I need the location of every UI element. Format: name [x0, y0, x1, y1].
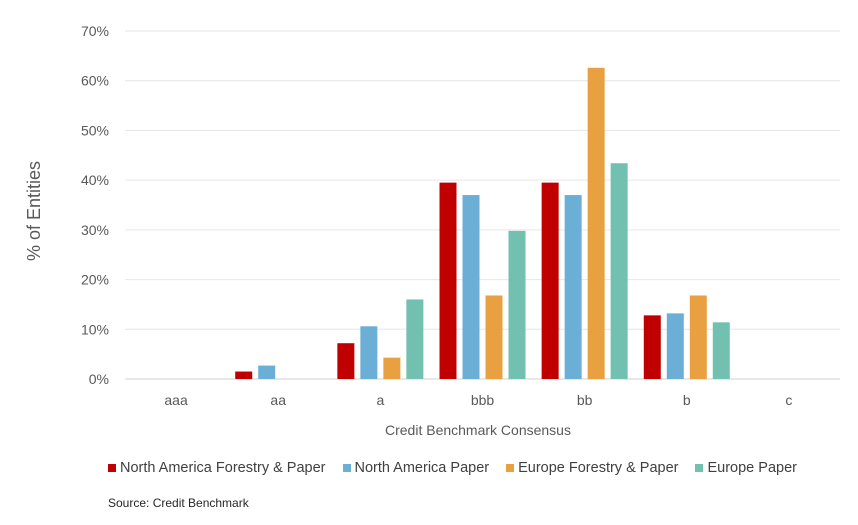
bar: [508, 230, 526, 379]
legend-label: Europe Forestry & Paper: [518, 460, 679, 476]
bar: [712, 322, 730, 379]
gridlines: [125, 30, 840, 380]
x-tick-label: aa: [270, 392, 286, 408]
legend-item: Europe Paper: [695, 460, 797, 476]
bar: [643, 315, 661, 379]
legend-swatch: [342, 464, 351, 472]
legend-label: North America Paper: [354, 460, 490, 476]
y-tick-label: 40%: [81, 172, 109, 188]
y-tick-label: 0%: [89, 371, 109, 387]
bar: [485, 295, 503, 379]
legend-swatch: [695, 464, 704, 472]
y-tick-label: 60%: [81, 73, 109, 89]
bar: [258, 365, 276, 379]
y-tick-label: 30%: [81, 222, 109, 238]
x-tick-label: bb: [577, 392, 593, 408]
legend-label: North America Forestry & Paper: [120, 460, 326, 476]
bar: [439, 182, 457, 379]
legend-item: Europe Forestry & Paper: [506, 460, 678, 476]
bar: [360, 326, 378, 379]
legend-item: North America Forestry & Paper: [108, 460, 326, 476]
x-axis-label: Credit Benchmark Consensus: [385, 422, 571, 438]
bar: [689, 295, 707, 379]
y-tick-label: 50%: [81, 122, 109, 138]
bar: [462, 195, 480, 379]
legend-label: Europe Paper: [707, 460, 797, 476]
bar: [541, 182, 559, 379]
bar: [587, 67, 605, 379]
bars: [235, 67, 730, 379]
x-tick-label: c: [785, 392, 792, 408]
bar: [337, 343, 355, 379]
bar: [666, 313, 684, 379]
legend-swatch: [506, 464, 515, 472]
x-tick-label: bbb: [471, 392, 495, 408]
source-note: Source: Credit Benchmark: [108, 496, 249, 510]
y-tick-label: 10%: [81, 321, 109, 337]
y-tick-label: 70%: [81, 23, 109, 39]
legend-item: North America Paper: [342, 460, 490, 476]
y-tick-labels: 0% 10% 20% 30% 40% 50% 60% 70%: [81, 23, 109, 387]
bar: [406, 299, 424, 379]
legend-swatch: [108, 464, 116, 472]
x-tick-labels: aaa aa a bbb bb b c: [164, 392, 792, 408]
x-tick-label: b: [683, 392, 691, 408]
bar: [235, 371, 253, 379]
x-tick-label: a: [376, 392, 384, 408]
bar: [610, 163, 628, 379]
y-axis-label: % of Entities: [24, 161, 44, 261]
y-tick-label: 20%: [81, 272, 109, 288]
x-tick-label: aaa: [164, 392, 188, 408]
bar: [383, 357, 401, 379]
bar: [564, 195, 582, 379]
legend: North America Forestry & Paper North Amer…: [108, 458, 814, 478]
